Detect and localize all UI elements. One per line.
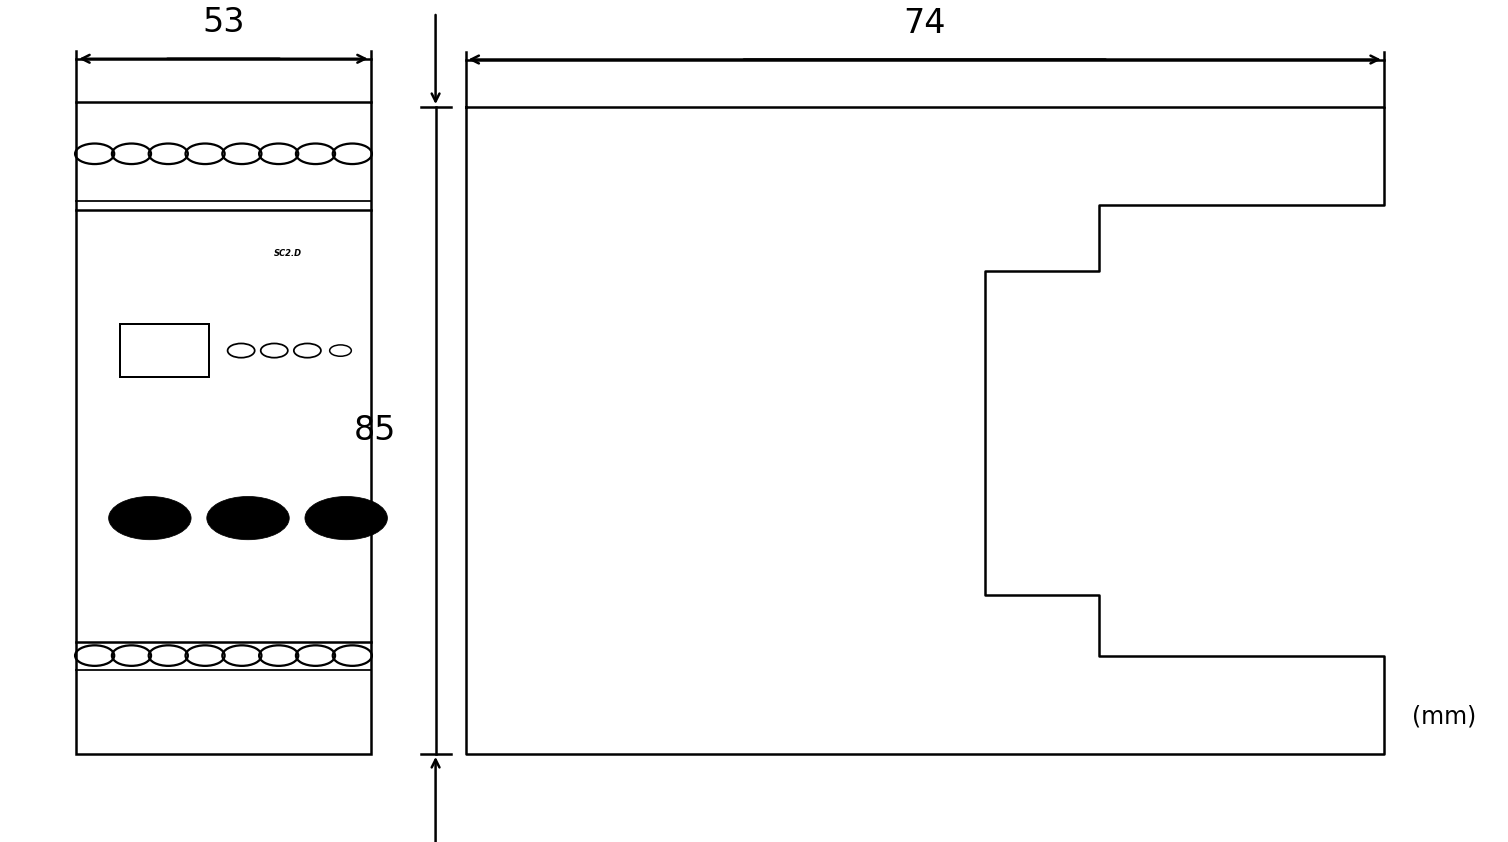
Circle shape — [305, 497, 388, 540]
Text: 85: 85 — [354, 414, 397, 447]
Bar — [121, 324, 208, 377]
Bar — [77, 102, 371, 754]
Circle shape — [207, 497, 290, 540]
Text: 53: 53 — [202, 6, 244, 39]
Text: SC2.D: SC2.D — [274, 249, 302, 258]
Text: (mm): (mm) — [1411, 705, 1476, 728]
Text: 74: 74 — [903, 7, 946, 40]
Circle shape — [109, 497, 192, 540]
